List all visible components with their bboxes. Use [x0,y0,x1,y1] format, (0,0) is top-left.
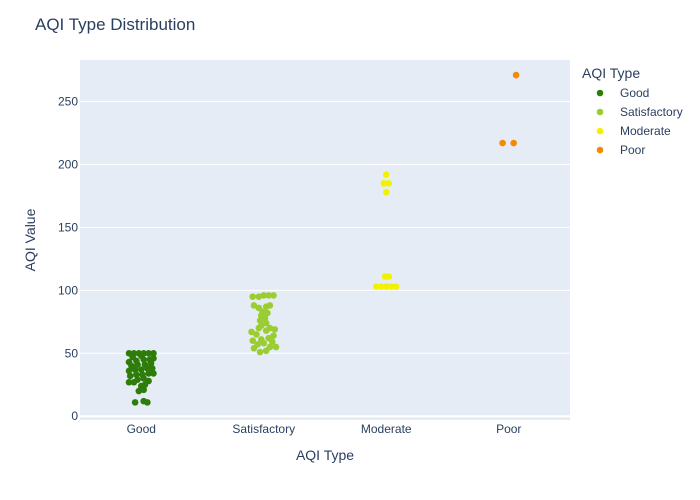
data-point-moderate [382,188,390,196]
data-point-good [145,377,152,385]
data-point-moderate [378,283,385,290]
x-tick-label: Satisfactory [232,422,295,436]
data-point-moderate [373,283,380,290]
legend-items: Good Satisfactory Moderate Poor [596,86,683,157]
y-tick-labels: 0 50 100 150 200 250 [58,95,78,424]
data-point-good [145,349,152,357]
y-tick-label: 250 [58,95,78,109]
data-point-satisfactory [265,334,272,342]
x-tick-label: Moderate [361,422,412,436]
data-point-satisfactory [266,343,274,351]
data-point-satisfactory [254,341,261,348]
data-point-good [140,349,147,357]
data-point-good [148,365,156,372]
data-point-good [125,349,133,357]
y-tick-label: 150 [58,220,78,234]
data-point-satisfactory [250,302,258,309]
legend-marker [596,89,604,97]
legend-marker [596,108,604,116]
legend-label: Good [620,86,649,100]
data-point-satisfactory [266,324,274,332]
data-point-good [125,367,133,375]
data-point-moderate [380,180,388,187]
data-point-satisfactory [262,319,270,327]
data-points [125,71,520,406]
data-point-good [134,376,141,384]
data-point-moderate [382,171,390,178]
data-point-satisfactory [260,292,268,299]
data-point-satisfactory [256,317,264,324]
legend-label: Moderate [620,124,671,138]
data-point-good [144,399,151,406]
x-axis-title: AQI Type [296,447,354,463]
x-tick-labels: Good Satisfactory Moderate Poor [127,422,522,436]
data-point-good [139,371,146,378]
legend-marker [596,127,604,135]
legend: AQI Type Good Satisfactory Moderate Poor [582,65,683,157]
data-point-poor [499,139,506,147]
data-point-satisfactory [258,336,265,343]
data-point-good [150,355,157,362]
data-point-satisfactory [266,302,274,309]
y-tick-label: 0 [71,409,78,423]
data-point-good [150,370,157,377]
data-point-good [133,371,140,378]
data-point-satisfactory [258,322,265,329]
data-point-moderate [385,180,393,187]
y-tick-label: 200 [58,157,78,171]
data-point-poor [512,71,520,79]
data-point-good [125,358,133,366]
data-point-moderate [392,283,400,290]
data-point-satisfactory [265,292,272,299]
data-point-good [126,372,134,380]
data-point-good [141,361,149,368]
data-point-good [150,349,157,357]
data-point-good [145,370,152,377]
data-point-poor [510,139,517,147]
data-point-moderate [382,283,390,290]
y-tick-label: 100 [58,283,78,297]
data-point-satisfactory [253,331,260,338]
legend-marker [596,146,604,154]
gridlines [80,101,570,418]
data-point-satisfactory [249,337,257,344]
data-point-moderate [387,283,395,290]
data-point-good [137,366,145,373]
data-point-satisfactory [248,328,255,336]
legend-title: AQI Type [582,65,640,81]
data-point-good [130,349,138,357]
y-axis-title: AQI Value [22,208,38,271]
chart-title: AQI Type Distribution [35,15,195,34]
legend-label: Satisfactory [620,105,683,119]
data-point-good [131,399,139,406]
data-point-satisfactory [270,292,277,299]
y-tick-label: 50 [65,346,79,360]
data-point-good [135,349,143,357]
data-point-satisfactory [272,343,280,351]
data-point-satisfactory [249,293,257,300]
plot-area [80,60,570,420]
x-tick-label: Good [127,422,156,436]
data-point-good [125,378,133,386]
data-point-satisfactory [255,304,263,312]
x-tick-label: Poor [496,422,521,436]
legend-label: Poor [620,143,645,157]
data-point-satisfactory [270,332,277,339]
data-point-satisfactory [256,348,264,356]
data-point-moderate [385,273,393,280]
